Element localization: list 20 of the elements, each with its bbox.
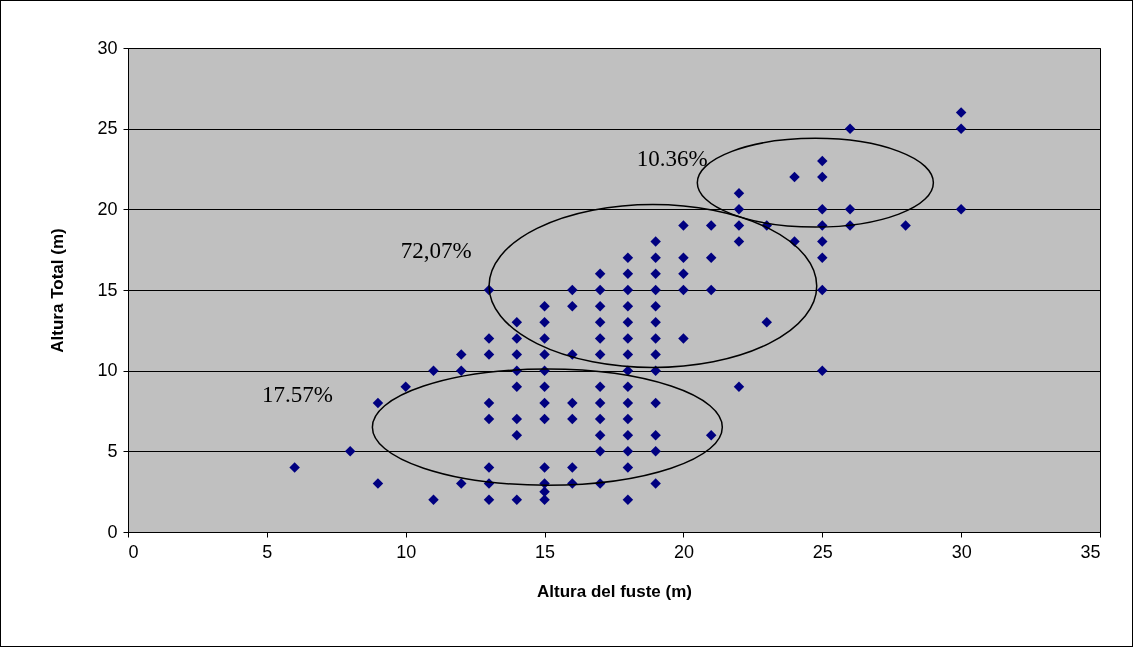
y-tick-label: 0 xyxy=(107,521,118,542)
y-tick-label: 5 xyxy=(107,440,118,461)
x-tick-label: 10 xyxy=(396,541,417,562)
y-tick-label: 25 xyxy=(97,118,118,139)
annotation: 72,07% xyxy=(400,238,472,264)
x-tick-label: 5 xyxy=(262,541,273,562)
x-axis-title: Altura del fuste (m) xyxy=(537,581,692,601)
x-tick-label: 25 xyxy=(812,541,833,562)
x-tick-label: 15 xyxy=(535,541,556,562)
x-tick-label: 30 xyxy=(951,541,972,562)
x-tick-label: 35 xyxy=(1080,541,1101,562)
y-tick-label: 10 xyxy=(97,360,118,381)
y-tick-label: 15 xyxy=(97,279,118,300)
annotation: 10.36% xyxy=(636,146,708,172)
y-tick-label: 20 xyxy=(97,198,118,219)
x-tick-label: 20 xyxy=(673,541,694,562)
y-axis-title: Altura Total (m) xyxy=(48,228,68,353)
x-tick-label: 0 xyxy=(128,541,139,562)
annotation: 17.57% xyxy=(261,381,333,407)
y-tick-label: 30 xyxy=(97,37,118,58)
